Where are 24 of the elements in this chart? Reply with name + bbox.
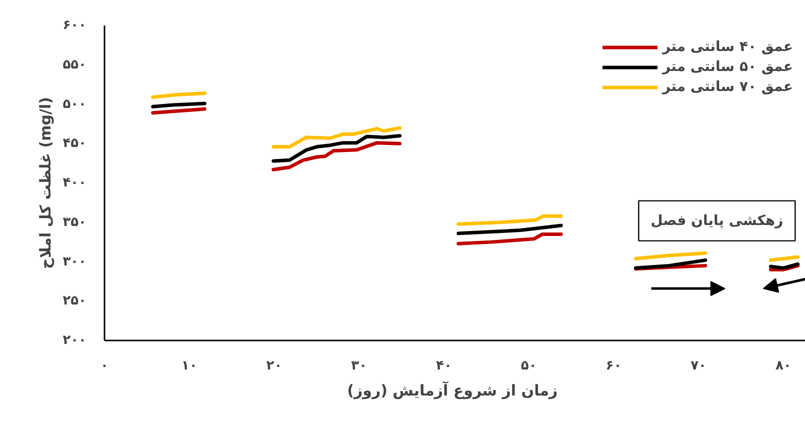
x-tick-label: ۴۰: [436, 358, 452, 374]
y-tick-label: ۲۰۰: [62, 333, 87, 348]
legend-label: عمق ۵۰ سانتی متر: [662, 59, 793, 75]
x-tick-label: ۰: [100, 358, 108, 374]
y-tick-label: ۴۵۰: [62, 136, 87, 152]
y-tick-label: ۳۰۰: [62, 254, 87, 270]
legend-label: عمق ۴۰ سانتی متر: [662, 39, 793, 55]
legend-label: عمق ۷۰ سانتی متر: [662, 79, 793, 95]
y-tick-label: ۲۵۰: [62, 294, 87, 309]
y-tick-label: ۵۵۰: [62, 57, 87, 72]
y-tick-label: ۴۰۰: [62, 176, 87, 190]
y-axis-title: غلظت کل املاح (mg/l): [36, 97, 55, 269]
x-tick-label: ۲۰: [266, 358, 282, 374]
x-tick-label: ۵۰: [520, 358, 537, 374]
x-tick-label: ۳۰: [351, 358, 368, 374]
x-tick-label: ۸۰: [776, 358, 792, 374]
y-tick-label: ۵۰۰: [62, 96, 87, 112]
x-tick-label: ۷۰: [690, 358, 707, 374]
y-tick-label: ۳۵۰: [62, 214, 87, 230]
x-tick-label: ۱۰: [181, 358, 198, 374]
annotation: زهکشی پایان فصل: [650, 212, 784, 229]
y-tick-label: ۶۰۰: [62, 18, 87, 33]
x-axis-title: زمان از شروع آزمایش (روز): [347, 380, 558, 400]
x-tick-label: ۶۰: [606, 358, 622, 374]
